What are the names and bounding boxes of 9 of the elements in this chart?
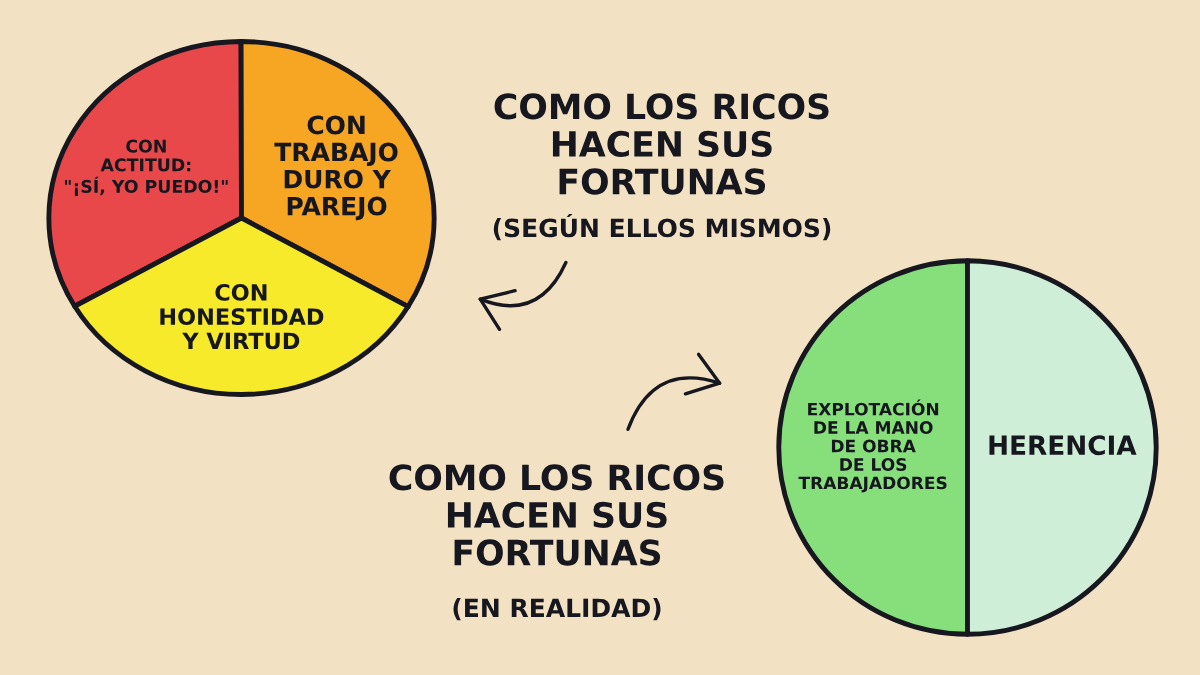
slice-label: HERENCIA (989, 435, 1137, 456)
text: (EN REALIDAD) (453, 597, 661, 621)
text: COMO LOS RICOS HACEN SUS FORTUNAS (494, 93, 829, 195)
slice-label: EXPLOTACIÓN DE LA MANO DE OBRA DE LOS TRABAJADORES (798, 399, 947, 493)
slice-label: CON TRABAJO DURO Y PAREJO (274, 115, 398, 221)
slice-label: CON HONESTIDAD Y VIRTUD (160, 283, 324, 350)
text: COMO LOS RICOS HACEN SUS FORTUNAS (389, 464, 724, 566)
slice-label: CON ACTITUD: "¡SÍ, YO PUEDO!" (65, 139, 228, 196)
text: (SEGÚN ELLOS MISMOS) (493, 213, 831, 241)
